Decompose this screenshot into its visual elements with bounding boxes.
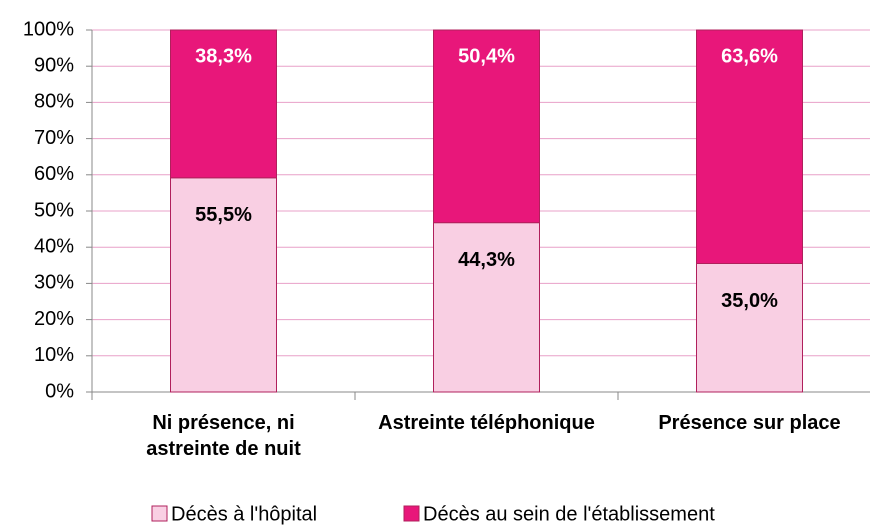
- value-label: 50,4%: [458, 45, 515, 67]
- y-tick-label: 80%: [34, 91, 74, 113]
- value-label: 35,0%: [721, 290, 778, 312]
- value-label: 63,6%: [721, 45, 778, 67]
- y-tick-label: 50%: [34, 199, 74, 221]
- y-tick-label: 40%: [34, 235, 74, 257]
- bar-segment: [433, 222, 540, 393]
- legend-label: Décès à l'hôpital: [171, 503, 317, 525]
- value-label: 55,5%: [195, 204, 252, 226]
- y-tick-label: 10%: [34, 344, 74, 366]
- bar-segment: [433, 29, 540, 224]
- bar-segment: [170, 177, 277, 393]
- bar-segment: [696, 29, 803, 265]
- legend-swatch: [403, 505, 420, 522]
- x-tick-label: Présence sur place: [658, 412, 841, 434]
- y-tick-label: 0%: [45, 380, 74, 402]
- y-tick-label: 20%: [34, 308, 74, 330]
- y-tick-label: 100%: [23, 18, 74, 40]
- y-tick-label: 30%: [34, 272, 74, 294]
- y-tick-label: 70%: [34, 127, 74, 149]
- value-label: 44,3%: [458, 249, 515, 271]
- x-tick-label: Astreinte téléphonique: [378, 412, 595, 434]
- x-tick-label: Ni présence, ni astreinte de nuit: [146, 412, 301, 460]
- bar-segment: [170, 29, 277, 179]
- legend-label: Décès au sein de l'établissement: [423, 503, 715, 525]
- value-label: 38,3%: [195, 45, 252, 67]
- y-tick-label: 90%: [34, 54, 74, 76]
- y-tick-label: 60%: [34, 163, 74, 185]
- bar-segment: [696, 263, 803, 393]
- legend-swatch: [151, 505, 168, 522]
